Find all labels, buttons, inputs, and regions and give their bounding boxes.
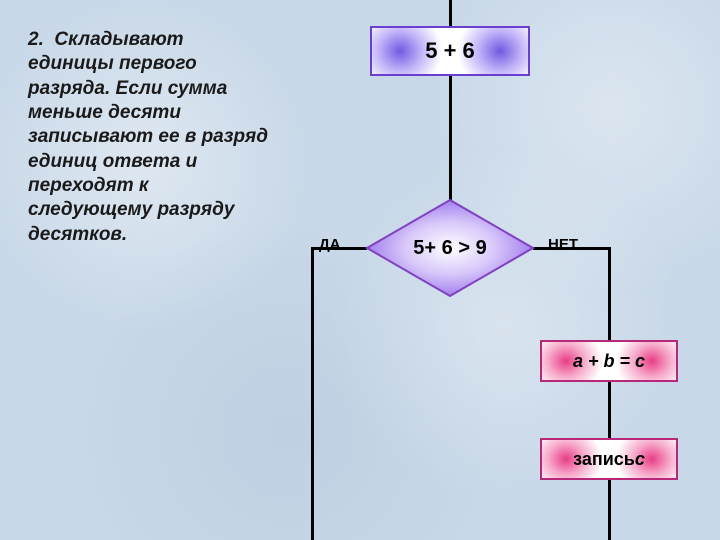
edge-n2-n3 [608,382,611,438]
edge-d1-yes-v [311,247,314,540]
edge-d1-no-v [608,247,611,340]
edge-n1-d1 [449,76,452,200]
process-label: 5 + 6 [425,38,475,64]
process-add-units: 5 + 6 [370,26,530,76]
decision-label: 5+ 6 > 9 [365,198,535,298]
edge-n3-down [608,480,611,540]
decision-sum-gt-9: 5+ 6 > 9 [365,198,535,298]
process-label: a + b = c [573,351,645,372]
branch-no-label: НЕТ [548,236,578,253]
process-a-plus-b: a + b = c [540,340,678,382]
edge-top-n1 [449,0,452,26]
process-write-c: запись с [540,438,678,480]
process-label-prefix: запись [573,449,635,470]
branch-yes-label: ДА [319,236,341,253]
process-label-em: с [635,449,645,470]
flowchart-canvas: 5 + 6 5+ 6 > 9 ДА НЕТ a + b = c запись [0,0,720,540]
